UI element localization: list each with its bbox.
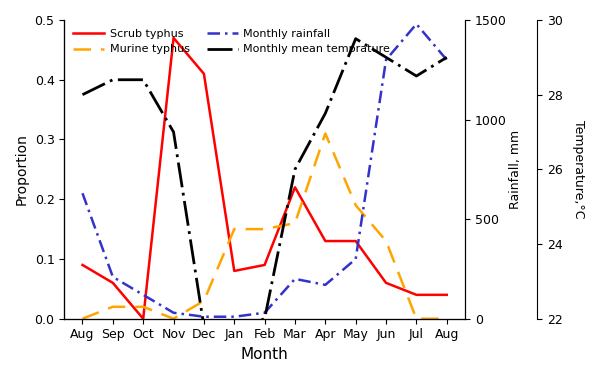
Line: Scrub typhus: Scrub typhus <box>82 38 447 319</box>
Murine typhus <box>140 305 147 309</box>
Murine typhus <box>79 316 86 321</box>
Y-axis label: Temperature,°C: Temperature,°C <box>572 120 585 219</box>
Scrub typhus <box>413 293 420 297</box>
Monthly mean temprature <box>200 324 208 328</box>
Murine typhus <box>261 227 268 231</box>
Monthly mean temprature <box>79 92 86 97</box>
Monthly rainfall <box>382 58 389 62</box>
Scrub typhus <box>322 239 329 243</box>
Monthly rainfall <box>443 58 451 62</box>
Murine typhus <box>352 203 359 207</box>
Scrub typhus <box>140 316 147 321</box>
Monthly rainfall <box>79 191 86 196</box>
Murine typhus <box>382 239 389 243</box>
Monthly mean temprature <box>382 55 389 60</box>
Monthly mean temprature <box>352 37 359 41</box>
Murine typhus <box>230 227 238 231</box>
Monthly rainfall <box>170 311 177 315</box>
Scrub typhus <box>200 72 208 76</box>
Scrub typhus <box>170 36 177 40</box>
Scrub typhus <box>292 185 299 190</box>
Line: Monthly mean temprature: Monthly mean temprature <box>82 39 447 330</box>
Monthly mean temprature <box>413 74 420 78</box>
Scrub typhus <box>443 293 451 297</box>
X-axis label: Month: Month <box>241 347 289 362</box>
Monthly mean temprature <box>443 55 451 60</box>
Scrub typhus <box>352 239 359 243</box>
Monthly rainfall <box>413 22 420 26</box>
Monthly rainfall <box>322 283 329 287</box>
Murine typhus <box>292 221 299 225</box>
Murine typhus <box>322 131 329 136</box>
Monthly mean temprature <box>322 111 329 116</box>
Scrub typhus <box>79 263 86 267</box>
Y-axis label: Rainfall, mm: Rainfall, mm <box>509 130 523 209</box>
Line: Murine typhus: Murine typhus <box>82 133 447 319</box>
Scrub typhus <box>261 263 268 267</box>
Line: Monthly rainfall: Monthly rainfall <box>82 24 447 317</box>
Monthly rainfall <box>352 257 359 261</box>
Monthly mean temprature <box>140 78 147 82</box>
Murine typhus <box>200 299 208 303</box>
Monthly rainfall <box>292 277 299 281</box>
Murine typhus <box>109 305 116 309</box>
Monthly mean temprature <box>109 78 116 82</box>
Scrub typhus <box>382 280 389 285</box>
Monthly rainfall <box>200 314 208 319</box>
Legend: Scrub typhus, Murine typhus, Monthly rainfall, Monthly mean temprature: Scrub typhus, Murine typhus, Monthly rai… <box>70 26 394 58</box>
Monthly mean temprature <box>170 130 177 134</box>
Monthly rainfall <box>261 311 268 315</box>
Monthly rainfall <box>140 293 147 297</box>
Monthly mean temprature <box>230 328 238 332</box>
Monthly mean temprature <box>261 316 268 321</box>
Monthly rainfall <box>109 274 116 279</box>
Murine typhus <box>170 316 177 321</box>
Scrub typhus <box>109 280 116 285</box>
Monthly rainfall <box>230 314 238 319</box>
Y-axis label: Proportion: Proportion <box>15 133 29 205</box>
Monthly mean temprature <box>292 167 299 172</box>
Murine typhus <box>443 316 451 321</box>
Scrub typhus <box>230 269 238 273</box>
Murine typhus <box>413 316 420 321</box>
